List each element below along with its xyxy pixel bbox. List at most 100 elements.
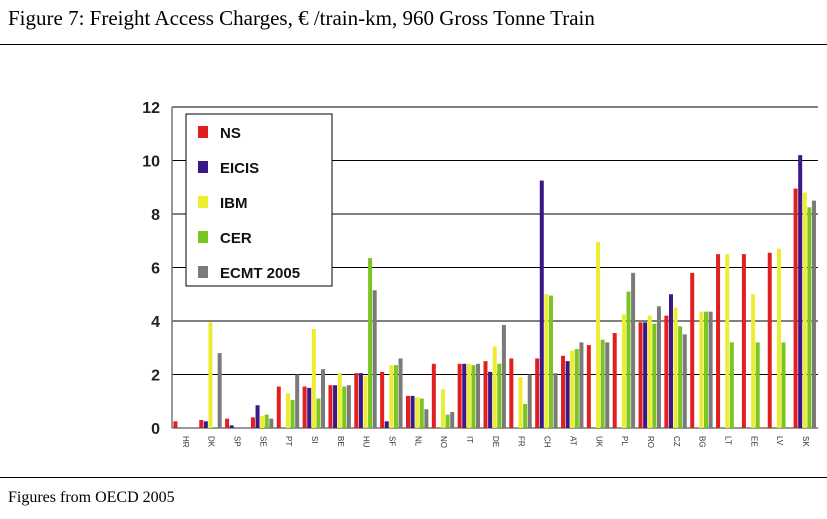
bar-cer-pl [626,291,631,428]
bar-eicis-sp [229,425,234,428]
bar-ibm-it [466,363,471,428]
bar-ibm-dk [208,322,213,428]
bar-ecmt-2005-uk [605,342,610,428]
top-rule [0,44,827,45]
bar-ns-se [250,417,255,428]
legend-label: IBM [220,195,248,212]
bar-eicis-dk [203,421,208,428]
x-tick-label: FR [517,436,526,447]
bar-cer-si [316,398,321,428]
bar-ibm-lt [725,254,730,428]
bar-ns-no [431,363,436,428]
legend-swatch-ns [198,126,208,138]
x-tick-label: BE [336,436,345,447]
y-tick-label: 8 [151,207,160,224]
bar-eicis-si [307,387,312,428]
bar-ns-sp [225,418,230,428]
bar-cer-ro [652,323,657,428]
bar-ibm-se [260,415,265,428]
x-tick-label: HU [362,436,371,448]
legend-swatch-ecmt-2005 [198,266,208,278]
bar-ns-bg [690,272,695,428]
bar-ecmt-2005-at [579,342,584,428]
x-tick-label: SE [258,436,267,447]
bar-ns-hr [173,421,178,428]
bar-eicis-ro [643,322,648,428]
bar-ibm-de [492,346,497,428]
bar-eicis-se [255,405,260,428]
x-tick-label: DE [491,436,500,447]
bar-ibm-be [337,373,342,428]
bar-ecmt-2005-pl [631,272,636,428]
bar-ns-de [483,361,488,428]
bar-eicis-sf [384,421,389,428]
bar-ecmt-2005-be [346,385,351,428]
bar-ns-pl [612,333,617,428]
legend-swatch-cer [198,231,208,243]
x-tick-label: RO [646,436,655,448]
bar-ns-si [302,386,307,428]
legend-label: ECMT 2005 [220,265,300,282]
bar-ns-pt [276,386,281,428]
bar-ibm-pl [621,314,626,428]
bar-cer-de [497,363,502,428]
bar-ecmt-2005-hu [372,290,377,428]
bar-ns-ro [638,322,643,428]
bar-eicis-at [565,361,570,428]
bar-eicis-hu [358,373,363,428]
x-tick-label: LV [775,436,784,446]
bar-eicis-cz [668,294,673,428]
bar-ibm-si [311,329,316,428]
legend-swatch-ibm [198,196,208,208]
bar-ecmt-2005-nl [424,409,429,428]
bar-ns-dk [199,419,204,428]
x-tick-label: LT [723,436,732,445]
x-tick-label: HR [181,436,190,448]
y-tick-label: 4 [151,314,160,331]
bar-ns-hu [354,373,359,428]
bar-ibm-uk [596,242,601,428]
bar-cer-nl [419,398,424,428]
bar-eicis-sk [798,155,803,428]
bar-eicis-be [333,385,338,428]
x-tick-label: SI [310,436,319,444]
bar-cer-be [342,386,347,428]
bar-eicis-ch [539,180,544,428]
x-tick-label: IT [465,436,474,443]
bottom-rule [0,477,827,478]
x-tick-label: AT [568,436,577,446]
x-tick-label: SF [388,436,397,446]
bar-ibm-bg [699,311,704,428]
bar-eicis-nl [410,395,415,428]
bar-cer-sk [807,207,812,428]
bar-ibm-fr [518,377,523,428]
legend-box [185,113,333,287]
bar-ibm-nl [415,397,420,428]
bar-ecmt-2005-cz [682,334,687,428]
bar-ns-sk [793,188,798,428]
bar-ibm-pt [285,393,290,428]
bar-cer-pt [290,399,295,428]
bar-eicis-de [488,371,493,428]
bar-ns-ch [535,358,540,428]
x-tick-label: NL [413,436,422,447]
bar-ns-ee [741,254,746,428]
x-tick-label: DK [207,436,216,448]
bar-ns-it [457,363,462,428]
bar-ibm-lv [776,248,781,428]
x-tick-label: NO [439,436,448,448]
y-tick-label: 0 [151,421,160,438]
bar-ecmt-2005-sk [811,200,816,428]
bar-cer-uk [600,339,605,428]
bar-ecmt-2005-ch [553,373,558,428]
bar-eicis-it [462,363,467,428]
bar-ns-lv [767,252,772,428]
bar-ecmt-2005-it [476,363,481,428]
bar-ecmt-2005-dk [217,353,222,428]
bar-ecmt-2005-si [321,369,326,428]
bar-ns-sf [380,371,385,428]
bar-ibm-ro [647,315,652,428]
bar-ecmt-2005-de [501,325,506,428]
bar-ecmt-2005-bg [708,311,713,428]
x-tick-label: UK [594,436,603,448]
